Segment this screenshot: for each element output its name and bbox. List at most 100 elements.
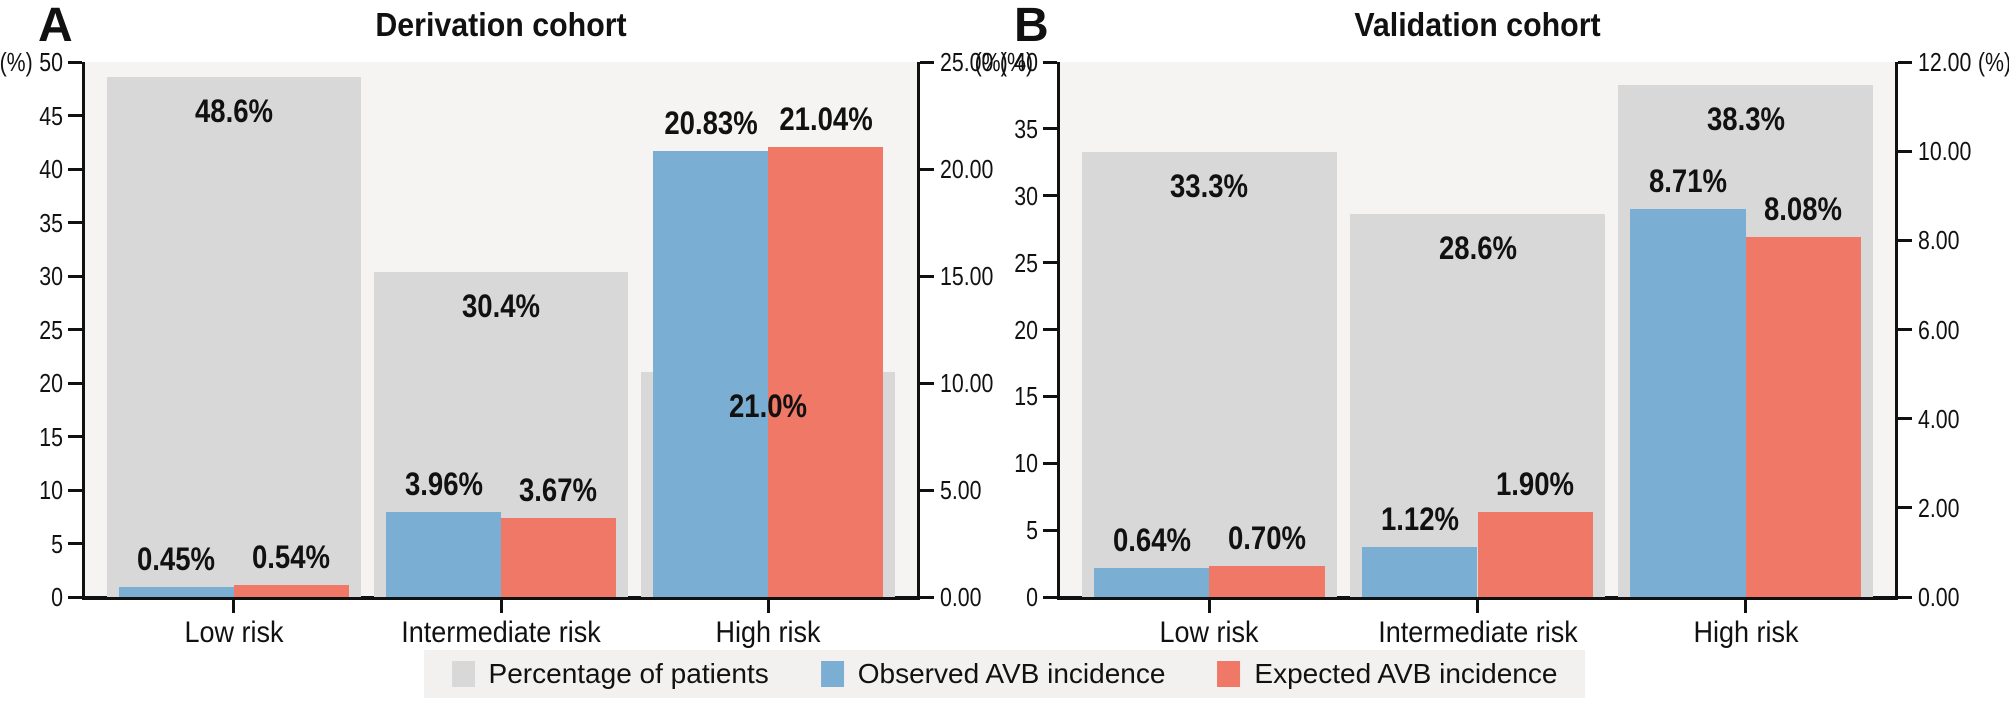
y-axis-left-tick-label: 40: [39, 154, 63, 184]
y-axis-right-tick-label: 0.00: [940, 582, 982, 612]
x-axis-tick: [1207, 600, 1211, 613]
bar-label-expected-avb-incidence: 8.08%: [1764, 190, 1843, 227]
x-axis-category-label: High risk: [1693, 616, 1799, 649]
y-axis-left-tick-label: 35: [39, 207, 63, 238]
y-axis-right-tick: [1898, 149, 1912, 153]
y-axis-left-tick: [68, 167, 82, 171]
y-axis-right-tick-label: 10.00: [1918, 136, 1972, 167]
legend-item-observed: Observed AVB incidence: [820, 658, 1166, 689]
y-axis-left-tick-label: 5: [1026, 515, 1038, 546]
y-axis-right-line: [1895, 62, 1898, 597]
plot-area-validation: 0 5 10 15 20 25 30 35 (%) 40 0.00 2.00 4.00 6.00 8.00 1…: [975, 47, 2009, 649]
y-axis-right-tick-label: 8.00: [1918, 225, 1960, 256]
y-axis-left-tick-label: 45: [39, 100, 63, 131]
y-axis-left-tick-label: 35: [1014, 113, 1038, 144]
bar-label-expected-avb-incidence: 0.70%: [1228, 519, 1307, 556]
y-axis-right-tick: [1898, 238, 1912, 242]
bar-label-expected-avb-incidence: 21.04%: [778, 100, 873, 137]
legend-swatch-expected-icon: [1217, 661, 1241, 687]
y-axis-right-tick-label: 4.00: [1918, 403, 1960, 434]
x-axis-category-label: Intermediate risk: [1377, 616, 1578, 649]
y-axis-right-tick: [920, 60, 934, 64]
panel-a-title: Derivation cohort: [375, 6, 627, 43]
bar-observed-avb-incidence: [653, 151, 769, 597]
y-axis-left-tick: [1043, 194, 1057, 198]
bar-label-percentage-of-patients: 48.6%: [194, 92, 273, 129]
bar-label-percentage-of-patients: 38.3%: [1706, 100, 1785, 137]
y-axis-left-tick: [1043, 328, 1057, 331]
x-axis-tick: [499, 600, 503, 613]
x-axis-category-label: Intermediate risk: [401, 616, 601, 649]
x-axis-tick: [232, 600, 236, 613]
bar-observed-avb-incidence: [119, 587, 234, 597]
y-axis-left-tick: [68, 221, 82, 224]
legend-label-patients: Percentage of patients: [488, 658, 769, 689]
y-axis-left-tick: [1043, 528, 1057, 532]
bar-label-expected-avb-incidence: 3.67%: [519, 472, 598, 509]
y-axis-left-tick: [68, 381, 82, 385]
y-axis-left-tick-label: 20: [39, 368, 63, 398]
y-axis-left-line: [1057, 62, 1060, 597]
y-axis-right-tick: [920, 381, 934, 385]
x-axis-category-label: Low risk: [1159, 616, 1259, 649]
bar-percentage-of-patients: [1082, 151, 1337, 597]
bar-label-observed-avb-incidence: 20.83%: [663, 105, 758, 142]
y-axis-left-tick-label: 15: [1014, 381, 1038, 412]
bar-expected-avb-incidence: [1477, 512, 1593, 597]
y-axis-left-tick: [68, 595, 82, 599]
y-axis-left-tick: [1043, 461, 1057, 465]
y-axis-right-tick: [920, 274, 934, 278]
x-axis-tick: [1476, 600, 1479, 613]
y-axis-left-tick-label: 25: [39, 314, 63, 345]
y-axis-left-tick-label: (%) 40: [974, 47, 1038, 77]
bar-observed-avb-incidence: [1362, 547, 1478, 597]
y-axis-left-tick: [1043, 127, 1057, 131]
y-axis-left-tick: [68, 488, 82, 492]
panel-b-letter: B: [1014, 0, 1049, 52]
panel-a-letter: A: [38, 0, 73, 52]
legend-label-observed: Observed AVB incidence: [857, 658, 1166, 689]
y-axis-right-tick-label: 20.00: [940, 154, 994, 184]
x-axis-line: [1057, 596, 1898, 600]
y-axis-left-tick-label: 0: [51, 582, 63, 612]
y-axis-right-tick-label: 5.00: [940, 475, 982, 505]
legend-item-patients: Percentage of patients: [451, 658, 769, 689]
y-axis-right-tick: [920, 595, 934, 599]
y-axis-left-tick-label: 30: [1014, 180, 1038, 211]
y-axis-right-tick-label: 15.00: [940, 261, 994, 291]
y-axis-right-tick: [1898, 328, 1912, 331]
legend-label-expected: Expected AVB incidence: [1254, 658, 1558, 689]
y-axis-left-tick: [1043, 394, 1057, 398]
y-axis-right-tick-label: 6.00: [1918, 314, 1960, 345]
y-axis-left-line: [82, 62, 85, 597]
left-axis-unit-label: (%): [974, 47, 1008, 77]
y-axis-left-tick-label: 15: [39, 421, 63, 452]
y-axis-left-tick-label: 25: [1014, 247, 1038, 278]
bar-label-expected-avb-incidence: 1.90%: [1496, 466, 1575, 503]
bar-label-observed-avb-incidence: 3.96%: [404, 466, 483, 503]
y-axis-left-tick: [1043, 595, 1057, 599]
x-axis-category-label: High risk: [715, 616, 821, 649]
bar-label-observed-avb-incidence: 1.12%: [1380, 501, 1459, 538]
y-axis-left-tick: [1043, 60, 1057, 64]
y-axis-right-tick: [1898, 506, 1912, 510]
y-axis-left-tick: [68, 274, 82, 278]
bar-label-percentage-of-patients: 33.3%: [1170, 167, 1249, 204]
bar-expected-avb-incidence: [1745, 236, 1861, 597]
y-axis-right-tick: [1898, 417, 1912, 421]
bar-expected-avb-incidence: [501, 518, 616, 597]
y-axis-left-tick-label: (%) 50: [0, 47, 63, 77]
bar-label-percentage-of-patients: 30.4%: [461, 287, 541, 324]
legend-item-expected: Expected AVB incidence: [1217, 659, 1557, 689]
bar-observed-avb-incidence: [1630, 208, 1746, 597]
y-axis-right-tick: [1898, 595, 1912, 599]
y-axis-left-tick-label: 20: [1014, 314, 1038, 345]
legend: Percentage of patients Observed AVB inci…: [423, 650, 1586, 698]
x-axis-line: [82, 596, 920, 600]
y-axis-left-tick: [68, 542, 82, 545]
bar-label-observed-avb-incidence: 8.71%: [1648, 162, 1727, 199]
y-axis-left-tick: [1043, 261, 1057, 265]
bar-label-percentage-of-patients: 28.6%: [1438, 230, 1517, 267]
y-axis-right-tick-label: 25.00 (%): [940, 47, 1034, 77]
bar-expected-avb-incidence: [1209, 565, 1325, 597]
